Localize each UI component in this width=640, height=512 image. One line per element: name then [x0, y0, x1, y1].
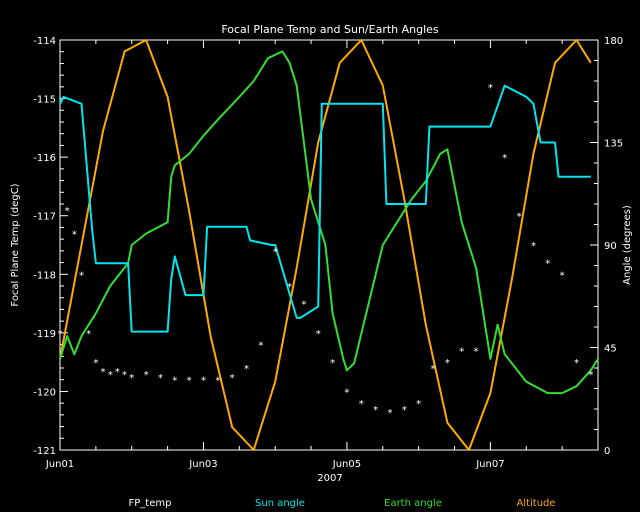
legend-entry: FP_temp — [129, 498, 172, 509]
series-point-fp-temp: * — [129, 373, 134, 384]
series-point-fp-temp: * — [301, 300, 306, 311]
series-point-fp-temp: * — [330, 358, 335, 369]
series-point-fp-temp: * — [230, 373, 235, 384]
series-point-fp-temp: * — [488, 83, 493, 94]
series-point-fp-temp: * — [459, 346, 464, 357]
series-point-fp-temp: * — [72, 229, 77, 240]
y-left-tick-label: -116 — [33, 153, 56, 164]
series-line-sun-angle — [59, 84, 591, 333]
series-point-fp-temp: * — [258, 341, 263, 352]
x-tick-label: Jun07 — [475, 459, 504, 470]
series-point-fp-temp: * — [474, 346, 479, 357]
series-point-fp-temp: * — [359, 399, 364, 410]
series-point-fp-temp: * — [93, 358, 98, 369]
series-point-fp-temp: * — [431, 364, 436, 375]
legend-entry: Sun angle — [255, 498, 305, 509]
y-axis-label-left: Focal Plane Temp (degC) — [10, 183, 21, 306]
y-right-tick-label: 45 — [604, 344, 617, 355]
series-point-fp-temp: * — [108, 370, 113, 381]
y-right-tick-label: 90 — [604, 241, 617, 252]
series-point-fp-temp: * — [574, 358, 579, 369]
series-point-fp-temp: * — [101, 367, 106, 378]
y-left-tick-label: -117 — [33, 212, 56, 223]
series-point-fp-temp: * — [344, 387, 349, 398]
series-point-fp-temp: * — [65, 206, 70, 217]
y-right-tick-label: 0 — [604, 446, 610, 457]
x-tick-label: Jun03 — [188, 459, 217, 470]
series-point-fp-temp: * — [373, 405, 378, 416]
series-point-fp-temp: * — [158, 373, 163, 384]
ticks: Jun01 Jun03 Jun05 Jun07 -114 -115 -116 -117 -118… — [33, 36, 623, 470]
series-point-fp-temp: * — [545, 259, 550, 270]
y-left-tick-label: -119 — [33, 329, 56, 340]
series-line-altitude — [59, 39, 592, 451]
legend: FP_temp Sun angle Earth angle Altitude — [129, 498, 556, 509]
y-left-tick-label: -115 — [33, 95, 56, 106]
series-point-fp-temp: * — [58, 329, 63, 340]
series-point-fp-temp: * — [122, 370, 127, 381]
series-point-fp-temp: * — [287, 282, 292, 293]
series-point-fp-temp: * — [79, 270, 84, 281]
series-point-fp-temp: * — [588, 370, 593, 381]
series-point-fp-temp: * — [244, 364, 249, 375]
y-left-tick-label: -114 — [33, 36, 56, 47]
series-point-fp-temp: * — [531, 241, 536, 252]
x-tick-label: Jun01 — [45, 459, 74, 470]
series-point-fp-temp: * — [201, 376, 206, 387]
series-point-fp-temp: * — [316, 329, 321, 340]
series-point-fp-temp: * — [517, 212, 522, 223]
series-point-fp-temp: * — [273, 247, 278, 258]
y-left-tick-label: -121 — [33, 446, 56, 457]
series-point-fp-temp: * — [115, 367, 120, 378]
series-point-fp-temp: * — [86, 329, 91, 340]
series-point-fp-temp: * — [445, 358, 450, 369]
series-line-earth-angle — [59, 50, 599, 395]
series-point-fp-temp: * — [560, 270, 565, 281]
legend-entry: Altitude — [516, 498, 555, 509]
x-axis-label: 2007 — [317, 473, 342, 484]
series-point-fp-temp: * — [402, 405, 407, 416]
series-point-fp-temp: * — [502, 153, 507, 164]
series-layer: ******* * * * * * * * * * * *********** * ***** ******… — [58, 39, 599, 451]
chart-title: Focal Plane Temp and Sun/Earth Angles — [221, 23, 439, 36]
y-right-tick-label: 135 — [604, 139, 623, 150]
series-point-fp-temp: * — [144, 370, 149, 381]
y-left-tick-label: -118 — [33, 270, 56, 281]
series-point-fp-temp: * — [187, 376, 192, 387]
legend-entry: Earth angle — [384, 498, 442, 509]
y-left-tick-label: -120 — [33, 387, 56, 398]
y-right-tick-label: 180 — [604, 36, 623, 47]
y-axis-label-right: Angle (degrees) — [622, 205, 633, 285]
x-tick-label: Jun05 — [332, 459, 361, 470]
series-point-fp-temp: * — [387, 408, 392, 419]
series-point-fp-temp: * — [172, 376, 177, 387]
series-point-fp-temp: * — [215, 376, 220, 387]
series-point-fp-temp: * — [416, 399, 421, 410]
